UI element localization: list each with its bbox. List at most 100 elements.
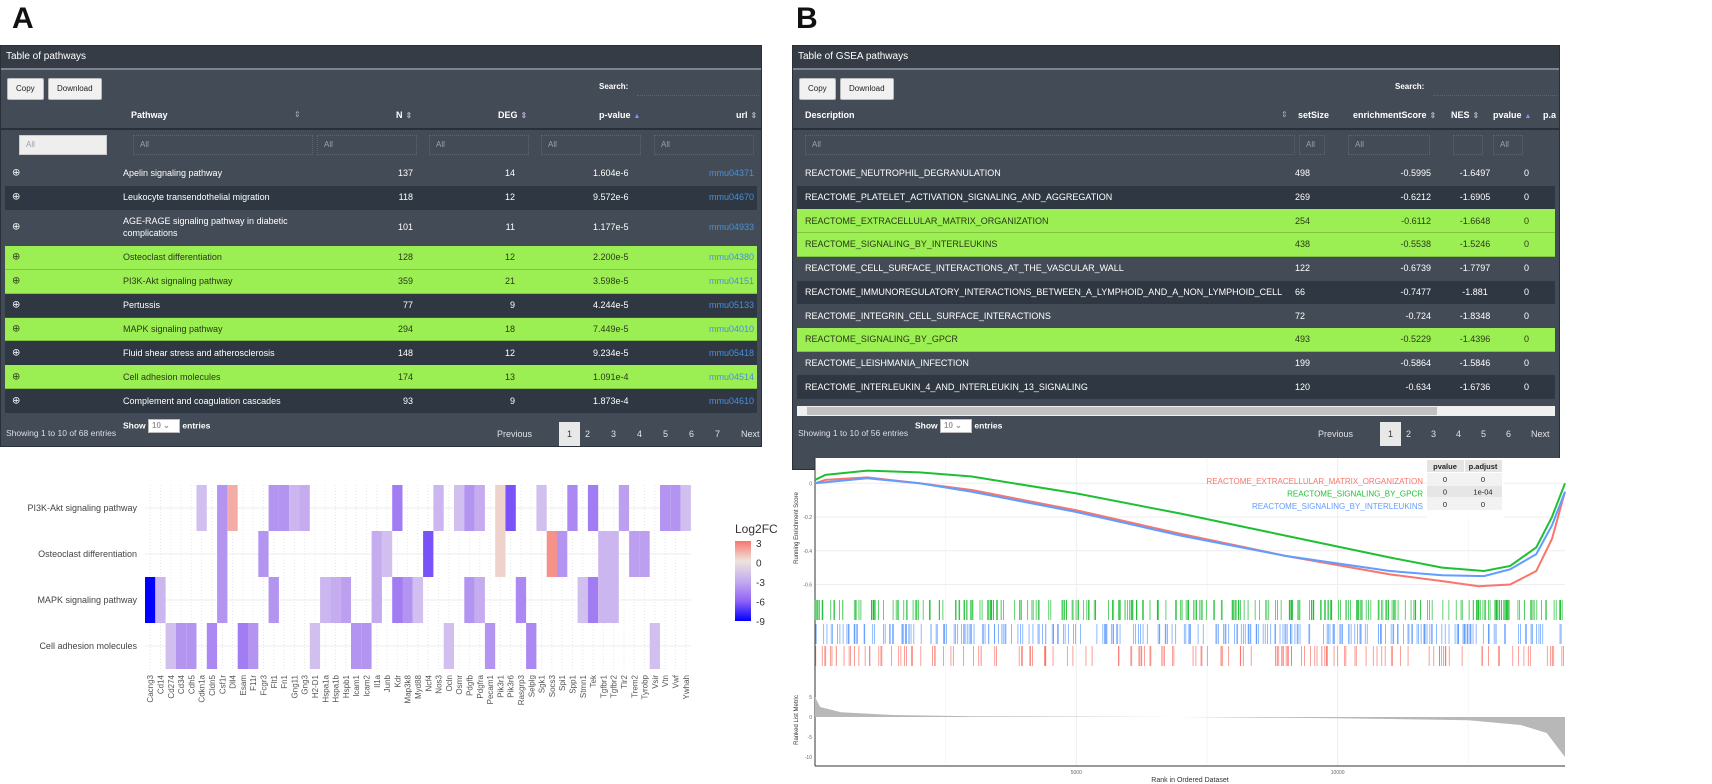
filter-input-setsize[interactable]: All [1299,135,1325,155]
url-link[interactable]: mmu04610 [708,395,754,406]
download-button[interactable]: Download [48,78,102,100]
page-button-next[interactable]: Next [741,429,760,439]
table-row[interactable]: ⊕ Complement and coagulation cascades 93 9 1… [5,389,757,414]
page-button-6[interactable]: 6 [1506,429,1512,439]
column-header-setsize[interactable]: setSize [1298,110,1329,120]
filter-input-n[interactable]: All [317,135,417,155]
table-row[interactable]: REACTOME_EXTRACELLULAR_MATRIX_ORGANIZATI… [797,209,1555,234]
filter-input-url[interactable]: All [654,135,754,155]
table-row[interactable]: ⊕ Pertussis 77 9 4.244e-5 mmu05133 [5,293,757,318]
column-header-n[interactable]: N ⇕ [396,110,412,120]
table-row[interactable]: ⊕ Leukocyte transendothelial migration 118… [5,185,757,210]
filter-input-p-value[interactable]: All [541,135,641,155]
p-value: 7.449e-5 [593,323,629,334]
url-link[interactable]: mmu04670 [708,192,754,203]
url-link[interactable]: mmu04151 [708,276,754,287]
page-button-3[interactable]: 3 [611,429,617,439]
table-row[interactable]: ⊕ AGE-RAGE signaling pathway in diabetic … [5,209,757,246]
heatmap-cell [278,485,290,531]
gsea-enrichment-plot: 0 -0.2 -0.4 -0.6 Running Enrichment Score 5 0 -… [794,458,1566,784]
sort-icon[interactable]: ⇕ [1281,110,1288,119]
page-button-previous[interactable]: Previous [497,429,533,439]
url-link[interactable]: mmu04514 [708,371,754,382]
table-row[interactable]: REACTOME_PLATELET_ACTIVATION_SIGNALING_A… [797,185,1555,210]
page-button-4[interactable]: 4 [637,429,643,439]
filter-input-deg[interactable]: All [429,135,529,155]
page-button-7[interactable]: 7 [715,429,721,439]
scrollbar-thumb[interactable] [807,407,1437,415]
filter-input-enrichmentscore[interactable]: All [1348,135,1430,155]
search-input[interactable] [637,78,759,96]
page-button-5[interactable]: 5 [1481,429,1487,439]
expand-row-icon[interactable]: ⊕ [12,323,21,335]
copy-button[interactable]: Copy [7,78,44,100]
table-row[interactable]: REACTOME_LEISHMANIA_INFECTION 199 -0.5864 -… [797,351,1555,376]
page-size-select[interactable]: 10 ⌄ [148,419,181,433]
table-row[interactable]: ⊕ MAPK signaling pathway 294 18 7.449e-5 mmu0… [5,317,757,342]
page-button-5[interactable]: 5 [663,429,669,439]
table-row[interactable]: REACTOME_CELL_SURFACE_INTERACTIONS_AT_TH… [797,256,1555,281]
gene-label: Gng3 [301,674,310,694]
table-row[interactable]: REACTOME_INTEGRIN_CELL_SURFACE_INTERACTI… [797,304,1555,328]
table-row[interactable]: ⊕ Fluid shear stress and atherosclerosis 1… [5,341,757,366]
page-button-4[interactable]: 4 [1456,429,1462,439]
page-button-previous[interactable]: Previous [1318,429,1354,439]
table-row[interactable]: ⊕ Apelin signaling pathway 137 14 1.604e-6 mm… [5,162,757,186]
column-header-deg[interactable]: DEG ⇕ [498,110,527,120]
url-link[interactable]: mmu05133 [708,300,754,311]
column-header-pathway[interactable]: Pathway [131,110,168,120]
url-link[interactable]: mmu04010 [708,323,754,334]
deg-value: 11 [505,222,515,233]
filter-input-pvalue[interactable]: All [1493,135,1523,155]
url-link[interactable]: mmu04380 [708,252,754,263]
description: REACTOME_EXTRACELLULAR_MATRIX_ORGANIZATI… [805,215,1049,226]
url-link[interactable]: mmu05418 [708,347,754,358]
expand-row-icon[interactable]: ⊕ [12,167,21,179]
page-button-1[interactable]: 1 [1380,422,1402,446]
table-row[interactable]: ⊕ PI3K-Akt signaling pathway 359 21 3.598e-5… [5,269,757,294]
table-row[interactable]: ⊕ Osteoclast differentiation 128 12 2.200e-5… [5,245,757,270]
url-link[interactable]: mmu04933 [708,222,754,233]
expand-row-icon[interactable]: ⊕ [12,395,21,407]
page-button-2[interactable]: 2 [585,429,591,439]
column-header-description[interactable]: Description [805,110,855,120]
horizontal-scrollbar[interactable] [797,406,1555,416]
page-button-3[interactable]: 3 [1431,429,1437,439]
filter-input-expand[interactable]: All [19,135,107,155]
table-row[interactable]: REACTOME_INTERLEUKIN_4_AND_INTERLEUKIN_1… [797,375,1555,399]
table-row[interactable]: REACTOME_SIGNALING_BY_GPCR 493 -0.5229 -1.4… [797,327,1555,352]
expand-row-icon[interactable]: ⊕ [12,221,21,233]
header-label: setSize [1298,110,1330,120]
table-row[interactable]: REACTOME_SIGNALING_BY_INTERLEUKINS 438 -0.… [797,233,1555,257]
expand-row-icon[interactable]: ⊕ [12,251,21,263]
table-row[interactable]: ⊕ Cell adhesion molecules 174 13 1.091e-4 mmu… [5,365,757,390]
filter-input-nes[interactable] [1453,135,1483,155]
expand-row-icon[interactable]: ⊕ [12,371,21,383]
column-header-p-value[interactable]: p-value ▲ [599,110,640,120]
filter-input-pathway[interactable]: All [133,135,313,155]
filter-input-description[interactable]: All [805,135,1295,155]
page-button-6[interactable]: 6 [689,429,695,439]
table-row[interactable]: REACTOME_IMMUNOREGULATORY_INTERACTIONS_B… [797,280,1555,305]
download-button[interactable]: Download [840,78,894,100]
pathway-name: AGE-RAGE signaling pathway in diabetic c… [123,216,288,239]
page-button-2[interactable]: 2 [1406,429,1412,439]
expand-row-icon[interactable]: ⊕ [12,347,21,359]
page-button-1[interactable]: 1 [559,422,581,446]
table-row[interactable]: REACTOME_NEUTROPHIL_DEGRANULATION 498 -0.5… [797,162,1555,186]
url-link[interactable]: mmu04371 [708,168,754,179]
expand-row-icon[interactable]: ⊕ [12,275,21,287]
page-size-select[interactable]: 10 ⌄ [940,419,973,433]
column-header-pvalue[interactable]: pvalue ▲ [1493,110,1531,120]
page-button-next[interactable]: Next [1531,429,1550,439]
gene-label: Tgfbr1 [599,674,608,698]
expand-row-icon[interactable]: ⊕ [12,299,21,311]
expand-row-icon[interactable]: ⊕ [12,191,21,203]
column-header-nes[interactable]: NES ⇕ [1451,110,1479,120]
sort-icon[interactable]: ⇕ [294,110,301,119]
column-header-url[interactable]: url ⇕ [736,110,757,120]
copy-button[interactable]: Copy [799,78,836,100]
search-input[interactable] [1433,78,1557,96]
column-header-enrichmentscore[interactable]: enrichmentScore ⇕ [1353,110,1436,120]
column-header-padjust[interactable]: p.a [1543,110,1556,120]
